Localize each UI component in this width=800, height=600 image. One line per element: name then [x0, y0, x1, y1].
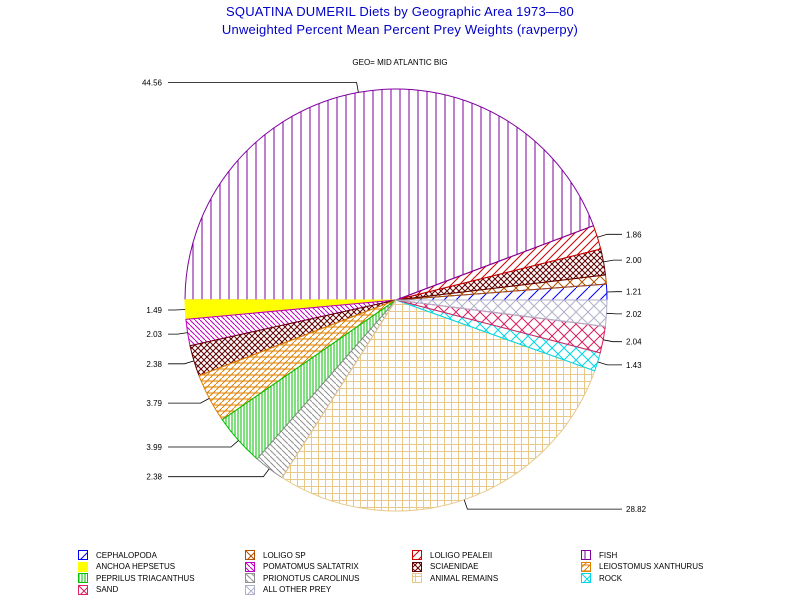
legend-item: POMATOMUS SALTATRIX	[245, 561, 359, 573]
legend-swatch	[581, 550, 591, 560]
legend-swatch	[412, 573, 422, 583]
pie-chart: 1.21 2.00 1.86 44.56 1.49 2.03 2.38 3.79 3.99 2.3…	[142, 79, 647, 515]
legend-item: ROCK	[581, 572, 622, 584]
chart-title: SQUATINA DUMERIL Diets by Geographic Are…	[226, 4, 574, 19]
chart-subtitle: Unweighted Percent Mean Percent Prey Wei…	[221, 22, 579, 37]
legend-item: ANCHOA HEPSETUS	[78, 561, 175, 573]
legend-label: SAND	[96, 585, 119, 594]
legend-swatch	[78, 561, 88, 572]
leader-line	[168, 440, 239, 448]
slice-value-label: 2.38	[146, 473, 162, 482]
legend-swatch	[581, 573, 591, 583]
slice-value-label: 3.99	[146, 443, 162, 452]
legend-swatch	[78, 550, 88, 560]
slice-value-label: 1.21	[626, 288, 642, 297]
slice-value-label: 1.43	[626, 361, 642, 370]
slice-value-label: 3.79	[146, 399, 162, 408]
legend-label: CEPHALOPODA	[96, 550, 157, 560]
slice-value-label: 44.56	[142, 79, 163, 88]
legend-swatch	[245, 573, 255, 583]
pie-slice-animal-remains	[281, 299, 596, 512]
legend-swatch	[581, 561, 591, 572]
legend-item: FISH	[581, 549, 617, 561]
legend-item: CEPHALOPODA	[78, 549, 157, 561]
leader-line	[603, 339, 622, 343]
legend-item: LEIOSTOMUS XANTHURUS	[581, 561, 703, 573]
pie-slice-fish	[184, 88, 595, 301]
legend-swatch	[78, 584, 88, 595]
legend-swatch	[78, 573, 88, 583]
slice-value-label: 1.86	[626, 230, 642, 239]
legend-label: LEIOSTOMUS XANTHURUS	[599, 562, 704, 571]
legend-swatch	[245, 584, 255, 595]
legend-item: PRIONOTUS CAROLINUS	[245, 572, 359, 584]
slice-value-label: 2.02	[626, 310, 642, 319]
pie-slice-all-other-prey	[395, 299, 608, 328]
legend-item: ALL OTHER PREY	[245, 584, 331, 596]
panel-label: GEO= MID ATLANTIC BIG	[352, 58, 448, 67]
legend-swatch	[412, 561, 422, 572]
leader-line	[463, 499, 622, 510]
legend-label: ALL OTHER PREY	[263, 585, 332, 594]
legend-label: LOLIGO PEALEII	[430, 550, 493, 560]
legend-label: POMATOMUS SALTATRIX	[263, 562, 359, 571]
slice-value-label: 28.82	[626, 505, 647, 514]
legend-item: SCIAENIDAE	[412, 561, 478, 573]
leader-line	[597, 233, 622, 238]
legend-label: ANIMAL REMAINS	[430, 573, 499, 583]
legend-item: LOLIGO PEALEII	[412, 549, 492, 561]
legend-item: LOLIGO SP	[245, 549, 306, 561]
slice-value-label: 2.00	[626, 256, 642, 265]
legend-label: ROCK	[599, 573, 623, 583]
legend-label: LOLIGO SP	[263, 550, 306, 560]
legend-swatch	[412, 550, 422, 560]
legend-item: ANIMAL REMAINS	[412, 572, 498, 584]
slice-value-label: 1.49	[146, 306, 162, 315]
legend-swatch	[245, 561, 255, 572]
legend-label: PRIONOTUS CAROLINUS	[263, 573, 360, 583]
slice-value-label: 2.03	[146, 330, 162, 339]
legend-item: PEPRILUS TRIACANTHUS	[78, 572, 195, 584]
leader-line	[597, 361, 622, 366]
leader-line	[168, 468, 270, 478]
leader-line	[168, 398, 210, 404]
leader-line	[168, 82, 359, 93]
legend-label: PEPRILUS TRIACANTHUS	[96, 573, 195, 583]
slice-value-label: 2.38	[146, 360, 162, 369]
slice-value-label: 2.04	[626, 338, 642, 347]
leader-line	[168, 360, 195, 365]
legend-label: FISH	[599, 550, 618, 560]
legend-label: SCIAENIDAE	[430, 562, 479, 571]
leader-line	[606, 312, 622, 315]
legend-swatch	[245, 550, 255, 560]
leader-line	[168, 309, 186, 311]
legend-label: ANCHOA HEPSETUS	[96, 562, 176, 571]
legend-item: SAND	[78, 584, 118, 596]
leader-line	[168, 332, 188, 335]
leader-line	[603, 259, 622, 263]
